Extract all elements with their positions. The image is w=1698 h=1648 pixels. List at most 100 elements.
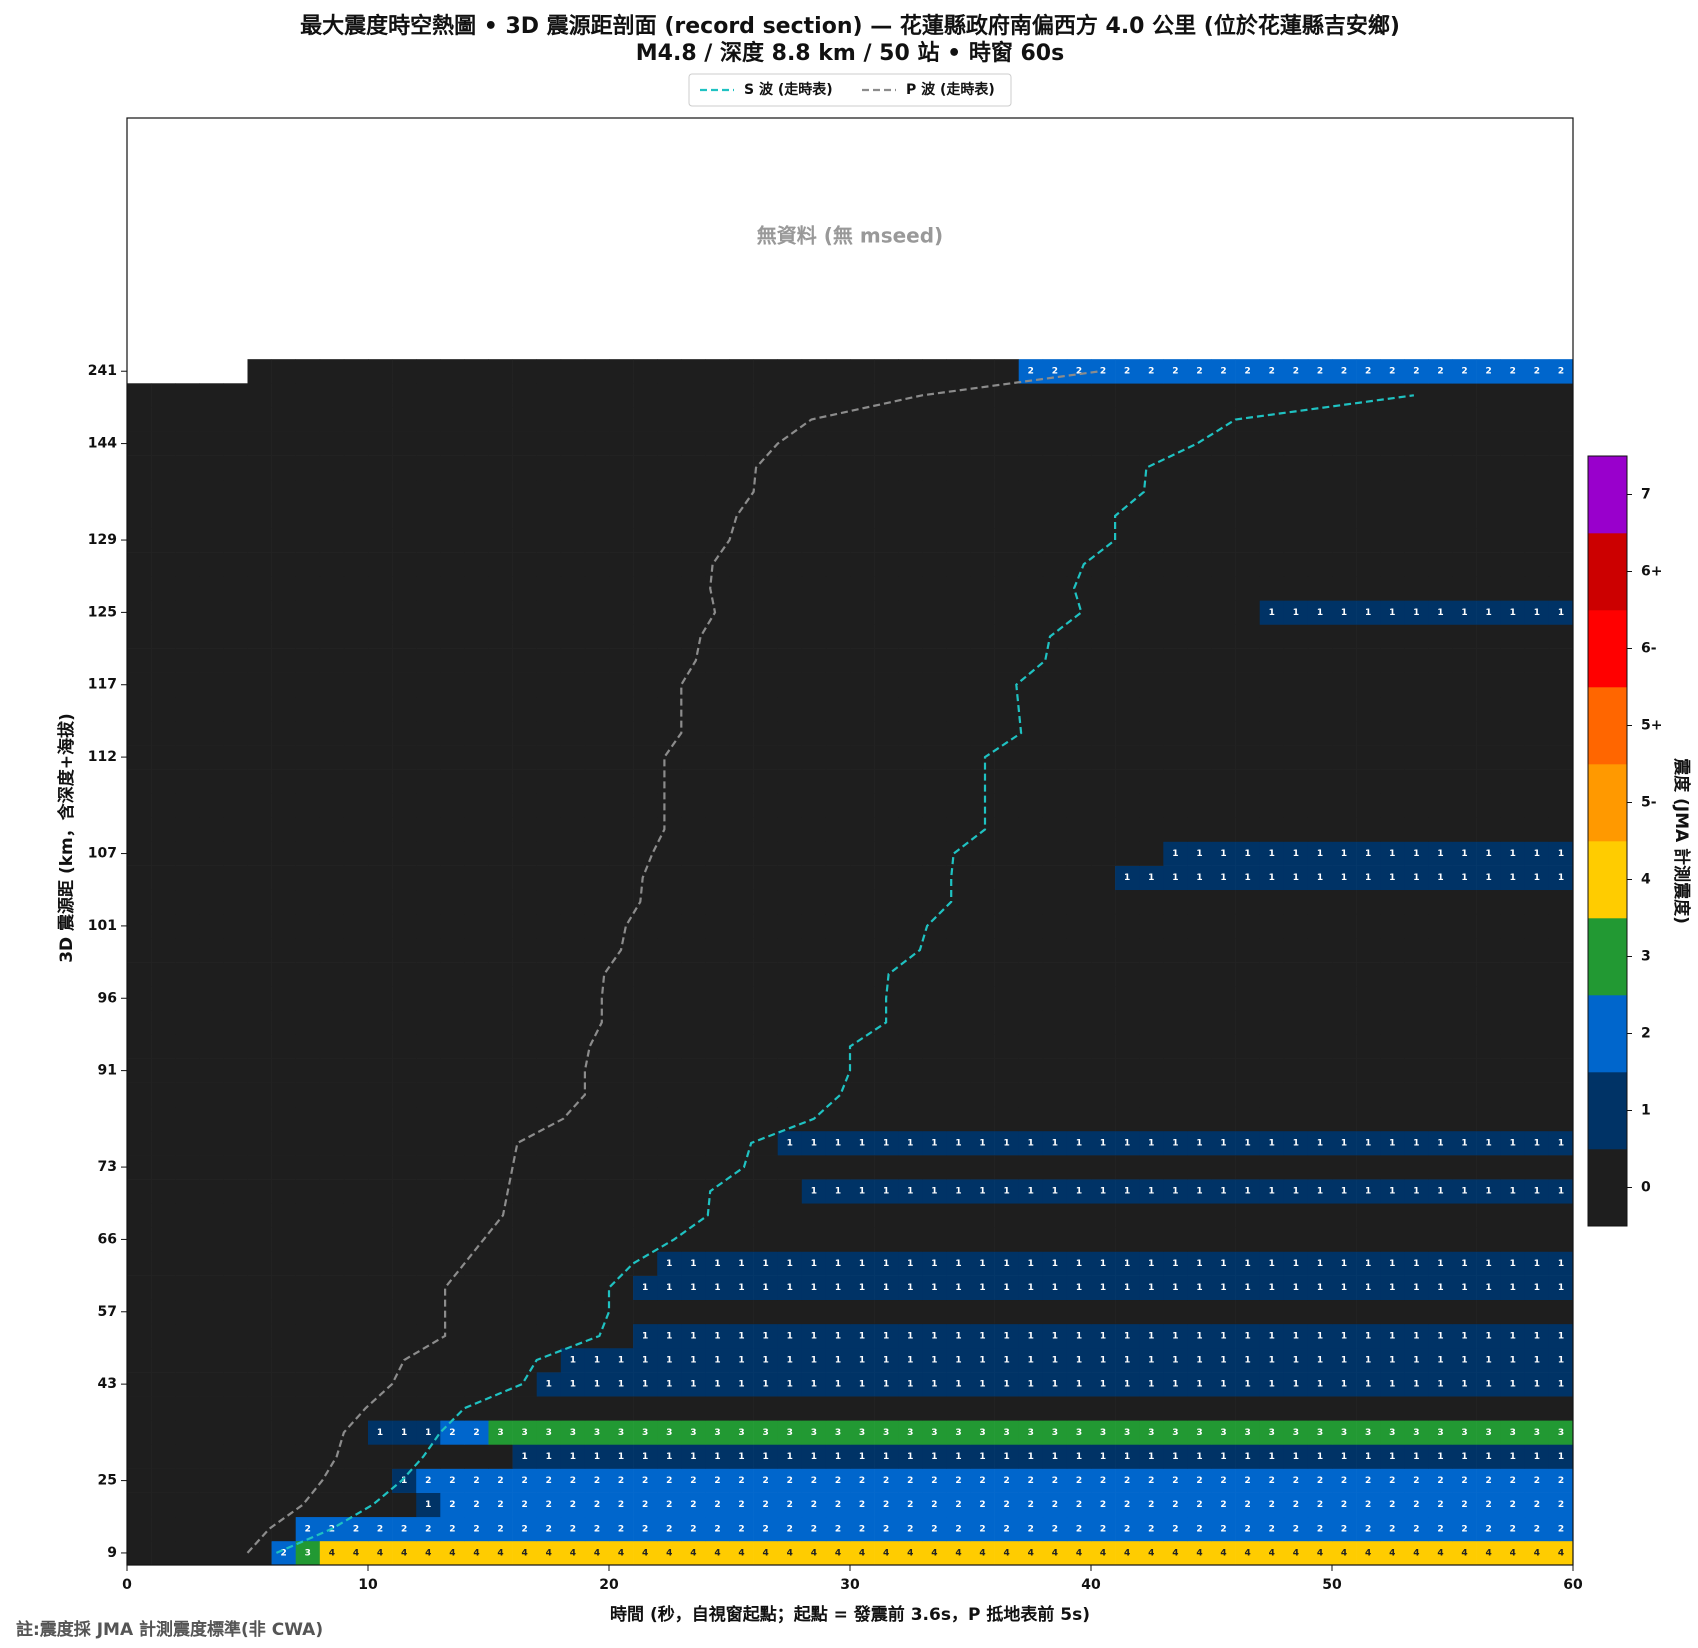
cell-label: 1 bbox=[1317, 1259, 1323, 1269]
heat-cell bbox=[1042, 793, 1068, 818]
heat-cell bbox=[970, 1347, 995, 1373]
heat-cell bbox=[753, 1010, 778, 1035]
heat-cell bbox=[440, 1347, 465, 1373]
heat-cell bbox=[657, 1227, 682, 1252]
cell-label: 1 bbox=[1510, 1452, 1516, 1462]
heat-cell bbox=[1235, 1034, 1260, 1059]
cell-label: 1 bbox=[1486, 1283, 1492, 1293]
cell-label: 4 bbox=[787, 1548, 793, 1558]
heat-cell bbox=[392, 1082, 417, 1108]
heat-cell bbox=[1091, 383, 1116, 408]
cell-label: 1 bbox=[931, 1452, 937, 1462]
heat-cell bbox=[1476, 1058, 1501, 1083]
heat-cell bbox=[343, 1347, 369, 1373]
heat-cell bbox=[1524, 841, 1550, 866]
heat-cell bbox=[295, 720, 321, 746]
heat-cell bbox=[874, 407, 899, 432]
heat-cell bbox=[994, 1130, 1019, 1156]
cell-label: 1 bbox=[642, 1380, 648, 1390]
heat-cell bbox=[970, 552, 995, 577]
heat-cell bbox=[512, 1347, 537, 1373]
heat-cell bbox=[440, 1179, 465, 1204]
cell-label: 4 bbox=[1004, 1548, 1010, 1558]
heat-cell bbox=[1163, 1444, 1188, 1469]
cell-label: 2 bbox=[883, 1524, 889, 1534]
cell-label: 3 bbox=[738, 1428, 744, 1438]
heat-cell bbox=[1211, 1179, 1236, 1204]
heat-cell bbox=[1548, 407, 1574, 432]
heat-cell bbox=[464, 1372, 489, 1397]
heat-cell bbox=[1452, 503, 1477, 529]
heat-cell bbox=[1163, 1299, 1188, 1325]
heat-cell bbox=[488, 552, 513, 577]
heat-cell bbox=[633, 817, 658, 842]
heat-cell bbox=[1380, 889, 1405, 915]
heat-cell bbox=[1500, 1323, 1526, 1349]
heat-cell bbox=[127, 1251, 152, 1276]
heat-cell bbox=[657, 1058, 682, 1083]
heat-cell bbox=[343, 962, 369, 987]
heat-cell bbox=[898, 769, 923, 794]
heat-cell bbox=[319, 1420, 345, 1445]
heat-cell bbox=[657, 1251, 682, 1276]
heat-cell bbox=[1452, 720, 1477, 746]
heat-cell bbox=[512, 431, 537, 456]
cell-label: 1 bbox=[1245, 873, 1251, 883]
heat-cell bbox=[440, 600, 465, 625]
heat-cell bbox=[705, 624, 730, 649]
cell-label: 2 bbox=[859, 1524, 865, 1534]
heat-cell bbox=[151, 1396, 176, 1421]
heat-cell bbox=[825, 1347, 851, 1373]
heat-cell bbox=[464, 407, 489, 432]
heat-cell bbox=[1476, 648, 1501, 673]
cell-label: 1 bbox=[883, 1380, 889, 1390]
heat-cell bbox=[1548, 1347, 1574, 1373]
heat-cell bbox=[1259, 503, 1285, 529]
heat-cell bbox=[681, 1155, 706, 1180]
heat-cell bbox=[1380, 986, 1405, 1011]
heat-cell bbox=[1524, 720, 1550, 746]
cell-label: 2 bbox=[1052, 1524, 1058, 1534]
heat-cell bbox=[247, 793, 272, 818]
heat-cell bbox=[1211, 1130, 1236, 1156]
heat-cell bbox=[127, 696, 152, 722]
heat-cell bbox=[536, 407, 562, 432]
heat-cell bbox=[1307, 1203, 1333, 1228]
heat-cell bbox=[151, 624, 176, 649]
heat-cell bbox=[874, 769, 899, 794]
cell-label: 1 bbox=[1172, 1452, 1178, 1462]
heat-cell bbox=[1259, 624, 1285, 649]
colorbar-swatch bbox=[1588, 610, 1627, 688]
cell-label: 1 bbox=[1558, 1187, 1564, 1197]
heat-cell bbox=[440, 1082, 465, 1108]
heat-cell bbox=[512, 817, 537, 842]
heat-cell bbox=[1091, 503, 1116, 529]
heat-cell bbox=[1066, 913, 1092, 939]
heat-cell bbox=[850, 1468, 875, 1493]
cell-label: 1 bbox=[1269, 1380, 1275, 1390]
cell-label: 4 bbox=[473, 1548, 479, 1558]
heat-cell bbox=[609, 407, 634, 432]
heat-cell bbox=[1163, 1372, 1188, 1397]
cell-label: 2 bbox=[859, 1476, 865, 1486]
heat-cell bbox=[825, 1492, 851, 1518]
heat-cell bbox=[1476, 1155, 1501, 1180]
cell-label: 2 bbox=[1510, 367, 1516, 377]
heat-cell bbox=[1018, 745, 1044, 770]
heat-cell bbox=[946, 503, 971, 529]
heat-cell bbox=[488, 1468, 513, 1493]
heat-cell bbox=[368, 986, 393, 1011]
heat-cell bbox=[1332, 1130, 1357, 1156]
heat-cell bbox=[1235, 648, 1260, 673]
heat-cell bbox=[127, 1082, 152, 1108]
heat-cell bbox=[319, 503, 345, 529]
heat-cell bbox=[633, 1179, 658, 1204]
cell-label: 1 bbox=[1413, 1187, 1419, 1197]
heat-cell bbox=[1380, 1058, 1405, 1083]
heat-cell bbox=[633, 1082, 658, 1108]
heat-cell bbox=[1163, 1179, 1188, 1204]
heat-cell bbox=[536, 1492, 562, 1518]
heat-cell bbox=[1404, 1082, 1429, 1108]
heat-cell bbox=[1380, 1203, 1405, 1228]
heat-cell bbox=[271, 1130, 296, 1156]
